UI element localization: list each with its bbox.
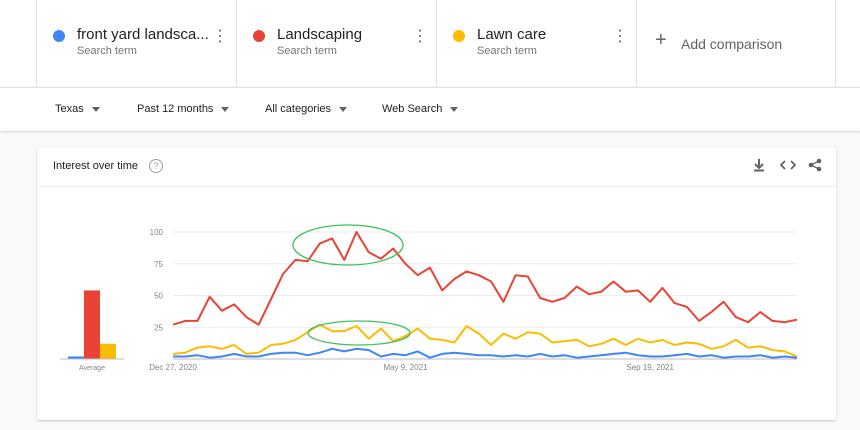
region-dropdown[interactable]: Texas: [55, 88, 100, 131]
average-bar: [100, 343, 116, 359]
card-title: Interest over time: [53, 160, 138, 172]
download-icon[interactable]: [753, 158, 765, 175]
add-comparison-label: Add comparison: [681, 36, 783, 52]
term-subtitle: Search term: [477, 45, 537, 57]
time-range-label: Past 12 months: [137, 103, 214, 115]
term-subtitle: Search term: [77, 45, 137, 57]
search-term-card-2[interactable]: Landscaping Search term ⋮: [236, 0, 436, 86]
search-term-card-1[interactable]: front yard landsca... Search term ⋮: [36, 0, 236, 86]
caret-down-icon: [339, 106, 348, 112]
average-bar: [84, 290, 100, 359]
y-tick-label: 100: [150, 228, 164, 237]
time-range-dropdown[interactable]: Past 12 months: [137, 88, 230, 131]
term-color-dot-blue: [53, 30, 65, 42]
category-dropdown[interactable]: All categories: [265, 88, 348, 131]
y-tick-label: 50: [154, 292, 163, 301]
search-term-card-3[interactable]: Lawn care Search term ⋮: [436, 0, 636, 86]
series-line: [172, 231, 798, 326]
region-label: Texas: [55, 103, 84, 115]
card-header: Interest over time ?: [37, 148, 836, 187]
embed-icon[interactable]: [779, 158, 797, 175]
x-tick-label: Sep 19, 2021: [626, 363, 674, 372]
caret-down-icon: [221, 106, 230, 112]
term-subtitle: Search term: [277, 45, 337, 57]
term-color-dot-yellow: [453, 30, 465, 42]
share-icon[interactable]: [808, 158, 822, 175]
y-tick-label: 75: [154, 260, 163, 269]
caret-down-icon: [91, 106, 100, 112]
average-label: Average: [79, 365, 105, 372]
term-name: Lawn care: [477, 26, 547, 43]
term-name: front yard landsca...: [77, 26, 209, 43]
annotations: [292, 224, 411, 346]
average-bars: Average: [60, 290, 124, 372]
average-bar: [68, 356, 84, 359]
filter-bar: Texas Past 12 months All categories Web …: [0, 87, 860, 131]
category-label: All categories: [265, 103, 332, 115]
x-axis-ticks: Dec 27, 2020 May 9, 2021 Sep 19, 2021: [149, 363, 674, 372]
x-tick-label: May 9, 2021: [383, 363, 428, 372]
search-terms-bar: front yard landsca... Search term ⋮ Land…: [0, 0, 860, 86]
more-options-icon[interactable]: ⋮: [612, 28, 628, 45]
x-tick-label: Dec 27, 2020: [149, 363, 197, 372]
interest-over-time-chart: 100 75 50 25 Dec 27, 2020 May 9, 2021 Sep 19,…: [60, 224, 798, 372]
more-options-icon[interactable]: ⋮: [412, 28, 428, 45]
y-axis-ticks: 100 75 50 25: [150, 228, 164, 332]
search-type-label: Web Search: [382, 103, 443, 115]
y-tick-label: 25: [154, 323, 163, 332]
interest-over-time-card: Interest over time ? 100 75 50 25 Dec 27, 2…: [37, 148, 836, 420]
term-name: Landscaping: [277, 26, 363, 43]
help-icon[interactable]: ?: [149, 159, 163, 173]
chart-gridlines: [173, 231, 797, 360]
more-options-icon[interactable]: ⋮: [212, 28, 228, 45]
add-comparison-button[interactable]: + Add comparison: [636, 0, 836, 86]
search-type-dropdown[interactable]: Web Search: [382, 88, 459, 131]
caret-down-icon: [450, 106, 459, 112]
term-color-dot-red: [253, 30, 265, 42]
series-line: [172, 323, 798, 358]
plus-icon: +: [655, 29, 667, 51]
annotation-ellipse-lawn-care-peak: [307, 320, 411, 346]
series-line: [173, 347, 798, 359]
annotation-ellipse-landscaping-peak: [292, 224, 404, 266]
series-lines: [172, 231, 798, 359]
